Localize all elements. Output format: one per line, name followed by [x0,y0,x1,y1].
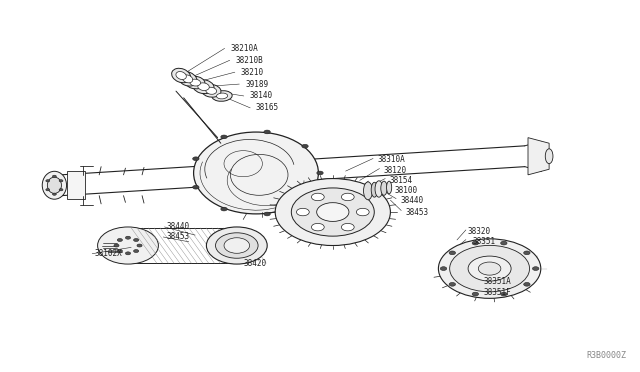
Ellipse shape [224,238,250,253]
Circle shape [114,244,119,247]
Ellipse shape [545,149,553,164]
Circle shape [449,251,456,255]
Circle shape [52,175,56,177]
Circle shape [125,236,131,239]
Circle shape [52,193,56,195]
Circle shape [532,267,539,270]
Text: 38351A: 38351A [484,277,511,286]
Ellipse shape [172,68,191,83]
Text: 38210: 38210 [241,68,264,77]
Ellipse shape [364,182,372,200]
Circle shape [317,203,349,221]
Circle shape [291,188,374,236]
Circle shape [264,130,270,134]
Text: 38420: 38420 [243,259,266,268]
Text: 38351F: 38351F [484,288,511,297]
Ellipse shape [176,71,186,80]
Text: 38102X: 38102X [95,249,122,258]
Circle shape [134,250,139,253]
Text: 38310A: 38310A [378,155,405,164]
Circle shape [449,282,456,286]
Circle shape [193,157,199,161]
Polygon shape [528,138,549,175]
Circle shape [137,244,142,247]
Ellipse shape [186,76,205,89]
Circle shape [134,238,139,241]
Circle shape [438,239,541,298]
Circle shape [302,198,308,202]
Circle shape [472,241,479,245]
Text: 38351: 38351 [472,237,495,246]
Circle shape [46,180,50,182]
Circle shape [264,212,270,216]
Circle shape [317,171,323,175]
Ellipse shape [202,84,221,97]
Ellipse shape [375,181,383,197]
Ellipse shape [212,91,232,101]
Ellipse shape [193,80,214,94]
Ellipse shape [216,93,228,99]
Circle shape [356,208,369,216]
Text: 38440: 38440 [166,222,189,231]
Ellipse shape [381,181,387,195]
Text: 38440: 38440 [401,196,424,205]
Ellipse shape [47,177,61,193]
Circle shape [193,185,199,189]
Text: 38453: 38453 [406,208,429,217]
Circle shape [468,256,511,281]
Ellipse shape [371,182,378,197]
Circle shape [117,250,122,253]
Ellipse shape [42,171,67,199]
Circle shape [125,252,131,255]
Text: 38453: 38453 [166,232,189,241]
Text: 38140: 38140 [250,92,273,100]
Circle shape [275,179,390,246]
Text: 38210A: 38210A [230,44,258,53]
Ellipse shape [206,227,268,264]
Circle shape [312,224,324,231]
Ellipse shape [193,132,319,214]
Text: 38165: 38165 [256,103,279,112]
Ellipse shape [97,227,158,264]
Circle shape [302,144,308,148]
Ellipse shape [216,233,258,258]
Ellipse shape [198,83,209,90]
Circle shape [296,208,309,216]
Text: 38100: 38100 [395,186,418,195]
Polygon shape [67,171,85,199]
Text: 38320: 38320 [467,227,490,236]
Ellipse shape [178,72,197,86]
Ellipse shape [182,75,193,83]
Circle shape [472,292,479,296]
Text: R3B0000Z: R3B0000Z [586,351,626,360]
Ellipse shape [206,87,216,94]
Circle shape [59,189,63,191]
Circle shape [478,262,501,275]
Text: 38210B: 38210B [236,56,263,65]
Circle shape [450,246,529,292]
Text: 38154: 38154 [390,176,413,185]
Circle shape [341,224,354,231]
Circle shape [312,193,324,201]
Circle shape [46,189,50,191]
Circle shape [59,180,63,182]
Ellipse shape [387,181,392,194]
Text: 39189: 39189 [245,80,268,89]
Circle shape [500,241,507,245]
Circle shape [524,282,530,286]
Circle shape [500,292,507,296]
Circle shape [524,251,530,255]
Text: 38120: 38120 [384,166,407,174]
Circle shape [341,193,354,201]
Circle shape [117,238,122,241]
Circle shape [221,135,227,139]
Ellipse shape [190,79,200,86]
Circle shape [221,207,227,211]
Circle shape [440,267,447,270]
